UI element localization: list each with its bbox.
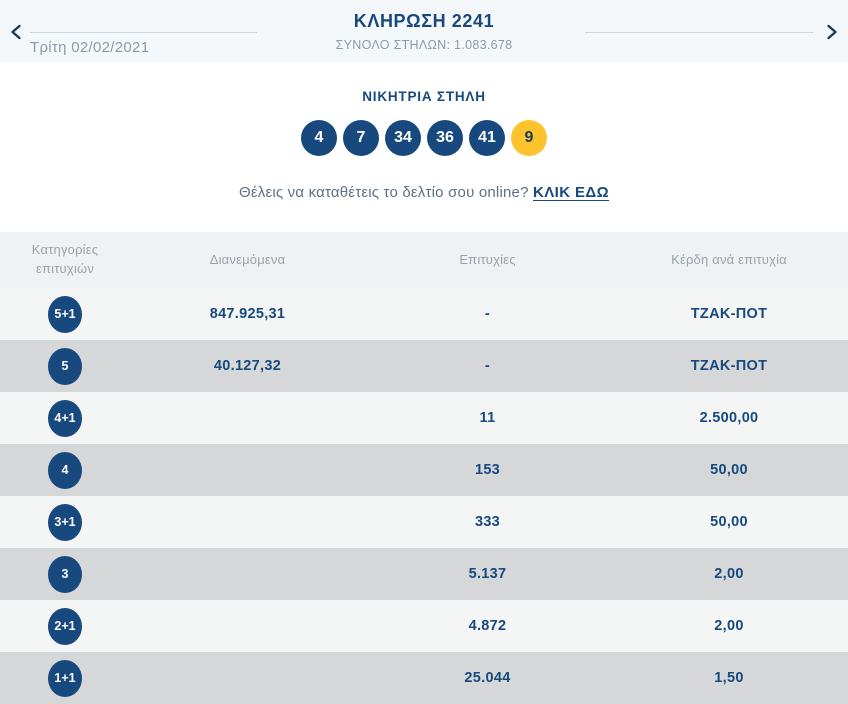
results-table: Κατηγορίες επιτυχιών Διανεμόμενα Επιτυχί… bbox=[0, 232, 848, 704]
next-draw-button[interactable] bbox=[821, 22, 843, 44]
online-cta: Θέλεις να καταθέτεις το δελτίο σου onlin… bbox=[0, 184, 848, 203]
category-label: 3 bbox=[61, 567, 69, 581]
prize-value: 50,00 bbox=[710, 514, 748, 530]
draw-date: Τρίτη 02/02/2021 bbox=[30, 39, 150, 56]
category-badge: 1+1 bbox=[48, 659, 82, 697]
draw-title: ΚΛΗΡΩΣΗ 2241 bbox=[353, 11, 495, 31]
column-header-prize: Κέρδη ανά επιτυχία bbox=[671, 251, 787, 267]
prize-value: 2,00 bbox=[714, 566, 744, 582]
ball-number: 36 bbox=[427, 120, 463, 156]
draw-header: Τρίτη 02/02/2021 ΚΛΗΡΩΣΗ 2241 ΣΥΝΟΛΟ ΣΤΗ… bbox=[0, 0, 848, 62]
winners-value: 333 bbox=[474, 514, 501, 530]
ball-number: 34 bbox=[385, 120, 421, 156]
prize-value: 2.500,00 bbox=[699, 410, 759, 426]
winners-value: - bbox=[484, 306, 491, 322]
ball-number: 4 bbox=[301, 120, 337, 156]
category-label: 4 bbox=[61, 463, 69, 477]
winners-value: 5.137 bbox=[468, 566, 507, 582]
table-row: 1+1 25.044 1,50 bbox=[0, 652, 848, 704]
ball-number: 7 bbox=[343, 120, 379, 156]
category-badge: 4+1 bbox=[48, 399, 82, 437]
results-table-header: Κατηγορίες επιτυχιών Διανεμόμενα Επιτυχί… bbox=[0, 232, 848, 288]
winners-value: - bbox=[484, 358, 491, 374]
chevron-left-icon bbox=[9, 24, 23, 43]
category-label: 1+1 bbox=[54, 671, 76, 685]
prize-value: ΤΖΑΚ-ΠΟΤ bbox=[690, 306, 768, 322]
draw-total-columns: ΣΥΝΟΛΟ ΣΤΗΛΩΝ: 1.083.678 bbox=[335, 38, 513, 52]
ball-joker: 9 bbox=[511, 120, 547, 156]
table-row: 5 40.127,32 - ΤΖΑΚ-ΠΟΤ bbox=[0, 340, 848, 392]
winners-value: 11 bbox=[479, 410, 496, 426]
winners-value: 25.044 bbox=[464, 670, 511, 686]
table-row: 3 5.137 2,00 bbox=[0, 548, 848, 600]
prize-value: 2,00 bbox=[714, 618, 744, 634]
winning-column-title: ΝΙΚΗΤΡΙΑ ΣΤΗΛΗ bbox=[362, 89, 486, 104]
category-label: 3+1 bbox=[54, 515, 76, 529]
table-row: 2+1 4.872 2,00 bbox=[0, 600, 848, 652]
prize-value: 50,00 bbox=[710, 462, 748, 478]
category-badge: 2+1 bbox=[48, 607, 82, 645]
previous-draw-button[interactable] bbox=[5, 22, 27, 44]
distributed-value: 847.925,31 bbox=[209, 306, 286, 322]
category-badge: 5+1 bbox=[48, 295, 82, 333]
category-badge: 3 bbox=[48, 555, 82, 593]
category-badge: 3+1 bbox=[48, 503, 82, 541]
prize-value: 1,50 bbox=[714, 670, 744, 686]
distributed-value: 40.127,32 bbox=[213, 358, 282, 374]
results-table-body: 5+1 847.925,31 - ΤΖΑΚ-ΠΟΤ 5 40.127,32 - … bbox=[0, 288, 848, 704]
chevron-right-icon bbox=[825, 24, 839, 43]
winners-value: 153 bbox=[474, 462, 501, 478]
prize-value: ΤΖΑΚ-ΠΟΤ bbox=[690, 358, 768, 374]
category-badge: 5 bbox=[48, 347, 82, 385]
cta-question: Θέλεις να καταθέτεις το δελτίο σου onlin… bbox=[238, 184, 533, 201]
table-row: 5+1 847.925,31 - ΤΖΑΚ-ΠΟΤ bbox=[0, 288, 848, 340]
category-label: 4+1 bbox=[54, 411, 76, 425]
header-divider-right bbox=[585, 32, 813, 33]
category-badge: 4 bbox=[48, 451, 82, 489]
winners-value: 4.872 bbox=[468, 618, 507, 634]
ball-number: 41 bbox=[469, 120, 505, 156]
category-label: 5+1 bbox=[54, 307, 76, 321]
winning-numbers: 4 7 34 36 41 9 bbox=[0, 120, 848, 156]
table-row: 4+1 11 2.500,00 bbox=[0, 392, 848, 444]
click-here-link[interactable]: ΚΛΙΚ ΕΔΩ bbox=[532, 184, 610, 201]
column-header-winners: Επιτυχίες bbox=[459, 251, 516, 267]
column-header-categories: Κατηγορίες επιτυχιών bbox=[31, 242, 99, 276]
table-row: 3+1 333 50,00 bbox=[0, 496, 848, 548]
column-header-distributed: Διανεμόμενα bbox=[209, 251, 286, 267]
category-label: 2+1 bbox=[54, 619, 76, 633]
table-row: 4 153 50,00 bbox=[0, 444, 848, 496]
header-divider-left bbox=[30, 32, 257, 33]
category-label: 5 bbox=[61, 359, 69, 373]
